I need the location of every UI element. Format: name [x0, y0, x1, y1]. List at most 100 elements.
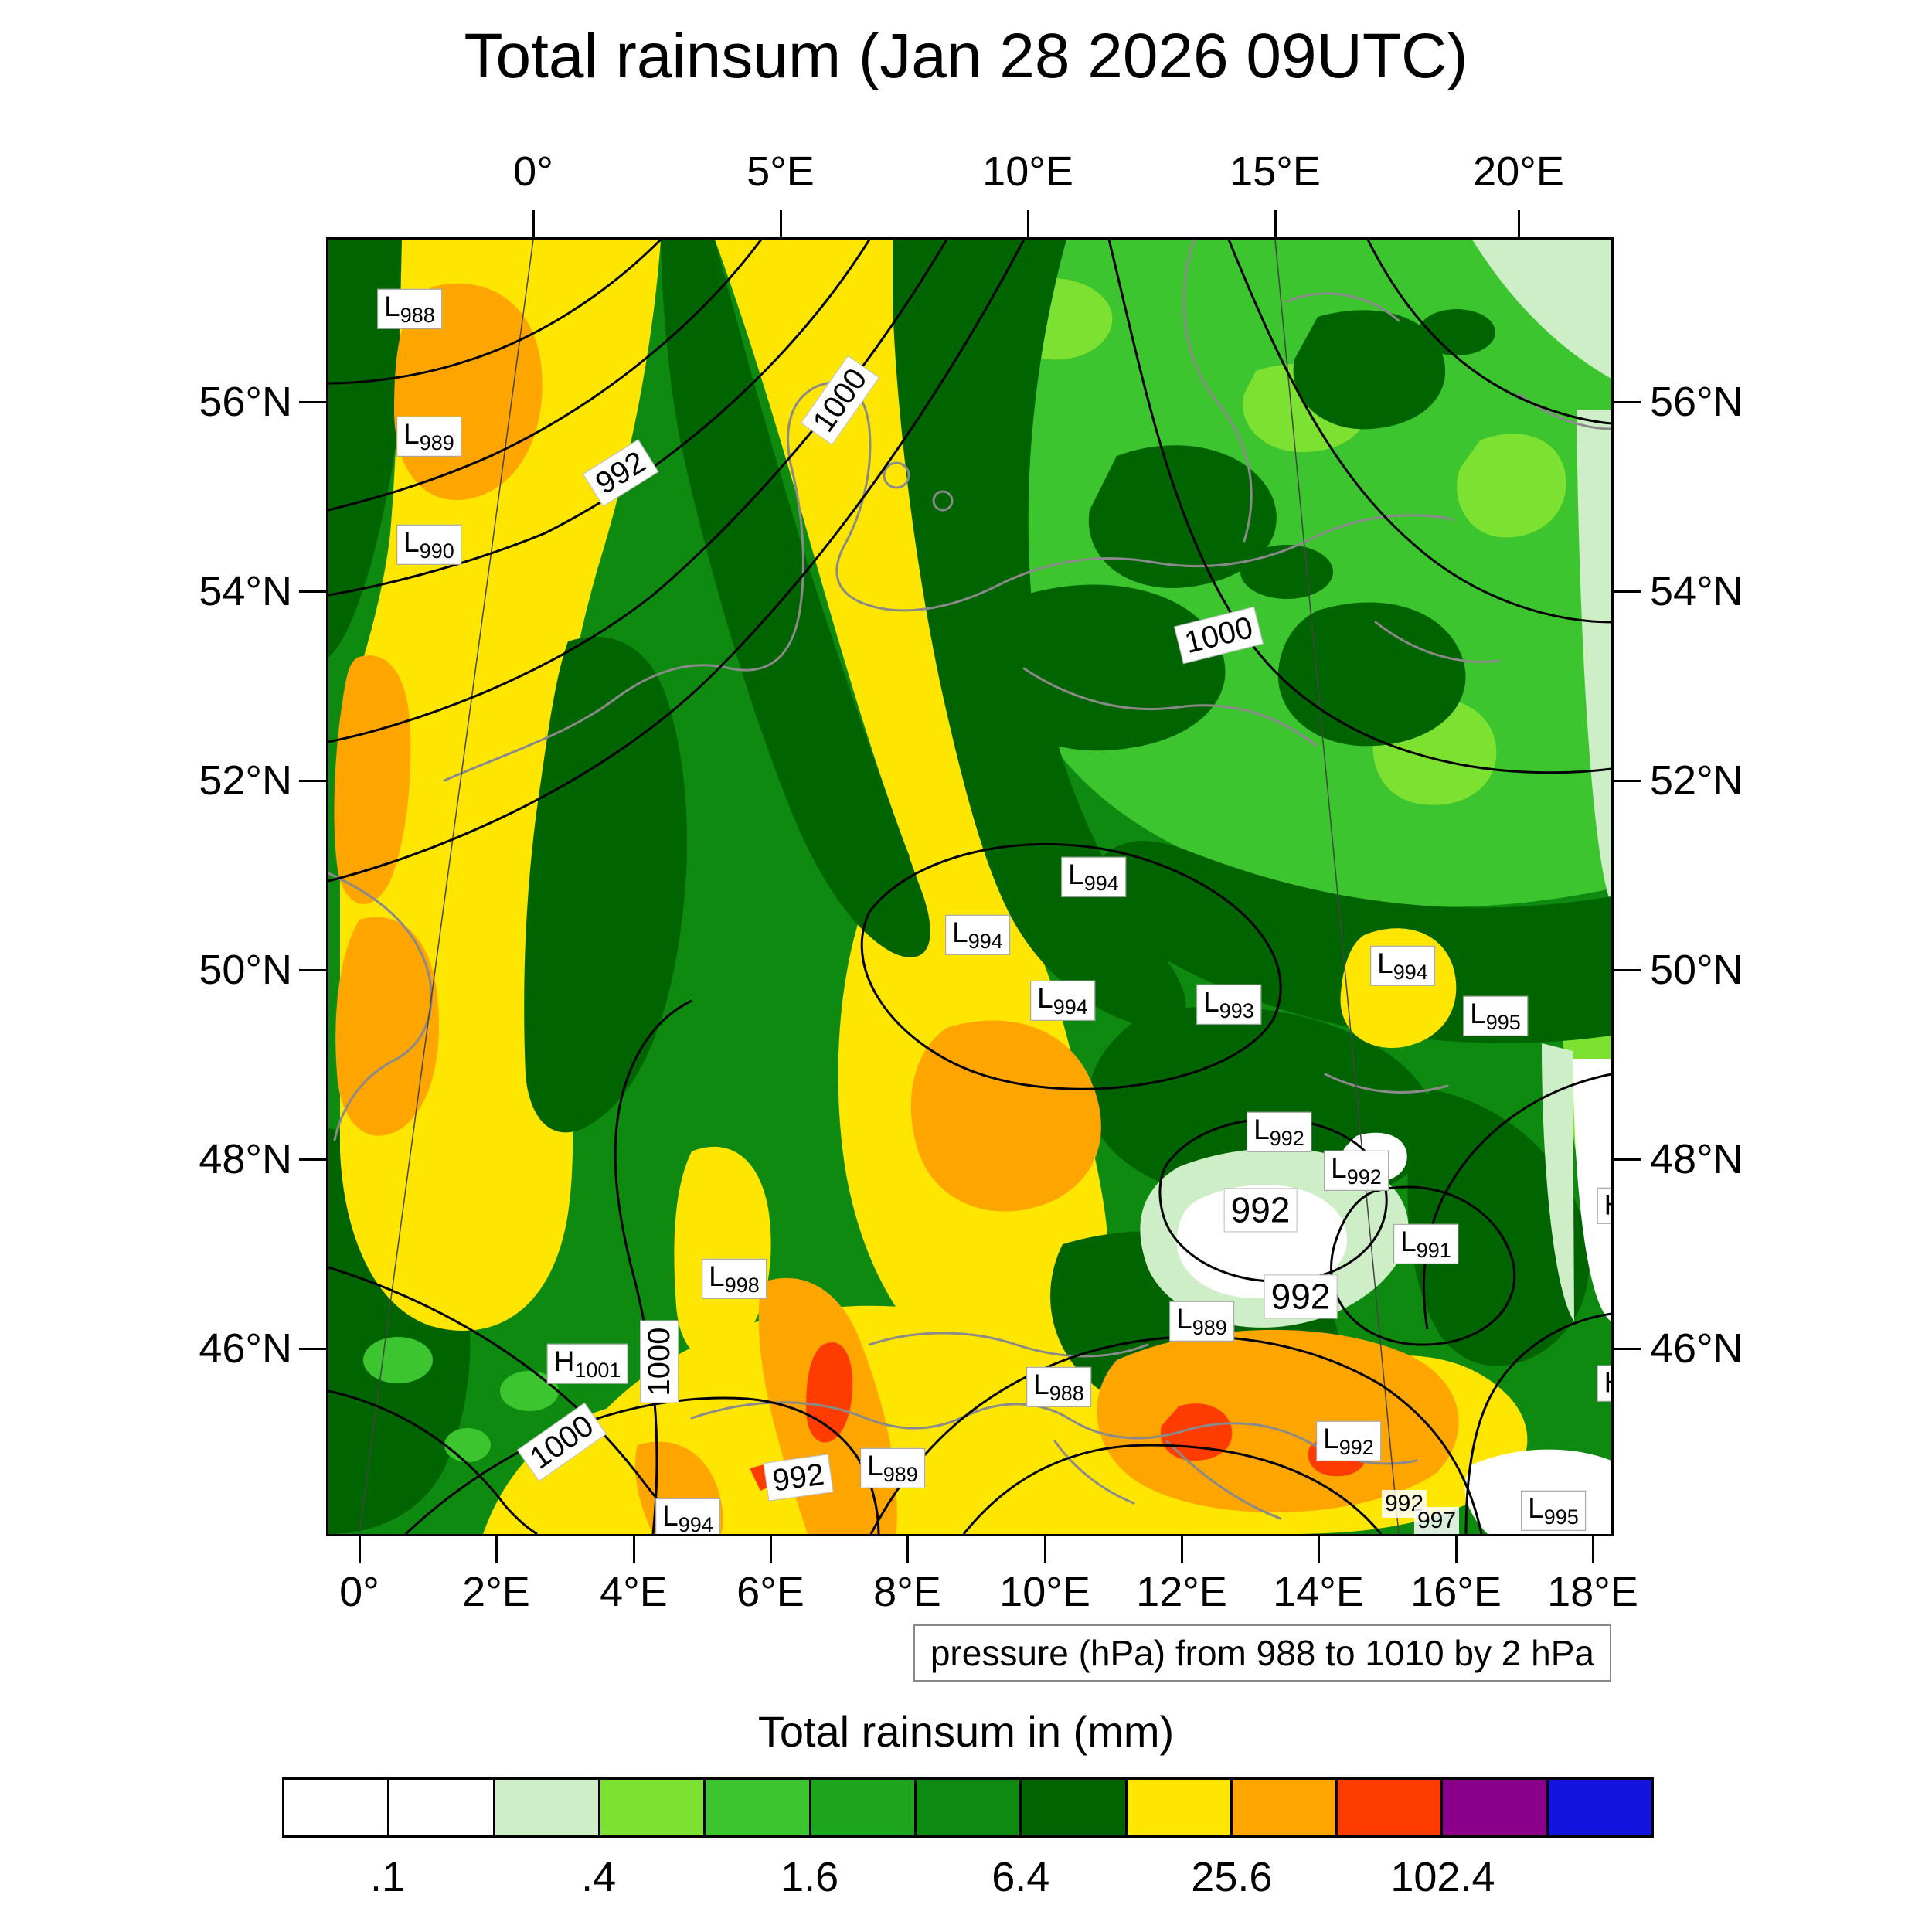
axis-tick-right [1614, 780, 1641, 782]
colorbar-cell [706, 1780, 809, 1835]
pressure-center-label: L990 [396, 524, 461, 566]
colorbar-tick-label: .1 [370, 1854, 406, 1900]
contour-value-label: 992 [1223, 1188, 1298, 1233]
pressure-center-label: L988 [377, 288, 442, 330]
pressure-center-label: L994 [1030, 980, 1095, 1022]
pressure-center-label: H [1597, 1365, 1611, 1402]
colorbar [282, 1777, 1654, 1838]
pressure-center-label: L994 [945, 914, 1010, 956]
colorbar-cell [389, 1780, 493, 1835]
colorbar-cell [600, 1780, 704, 1835]
axis-label-left: 48°N [199, 1136, 292, 1182]
contour-value-label: 997 [1413, 1507, 1460, 1534]
colorbar-cell [284, 1780, 388, 1835]
colorbar-cell [1127, 1780, 1230, 1835]
map-panel: L988 L989 L990 L994 L994 L994 L993 L994 L995 L992… [326, 237, 1614, 1536]
chart-title: Total rainsum (Jan 28 2026 09UTC) [464, 21, 1468, 91]
colorbar-cell [916, 1780, 1020, 1835]
axis-tick-right [1614, 1348, 1641, 1350]
axis-label-bottom: 8°E [873, 1569, 941, 1615]
pressure-center-label: L992 [1247, 1111, 1311, 1153]
colorbar-tick-label: 102.4 [1390, 1854, 1495, 1900]
contour-value-label: 992 [763, 1454, 834, 1502]
axis-label-right: 50°N [1650, 947, 1743, 993]
axis-tick-bottom [495, 1536, 498, 1563]
axis-tick-bottom [1181, 1536, 1183, 1563]
axis-label-bottom: 16°E [1410, 1569, 1502, 1615]
contour-value-label: 1000 [1174, 606, 1264, 665]
pressure-center-label: L995 [1463, 995, 1528, 1037]
axis-label-right: 48°N [1650, 1136, 1743, 1182]
pressure-center-label: L995 [1521, 1490, 1586, 1532]
axis-tick-right [1614, 401, 1641, 403]
pressure-center-label: L989 [396, 416, 461, 457]
axis-label-right: 52°N [1650, 757, 1743, 804]
pressure-center-label: L988 [1026, 1366, 1091, 1408]
axis-label-top: 15°E [1230, 148, 1321, 195]
pressure-center-label: L994 [1370, 945, 1435, 987]
axis-tick-bottom [1044, 1536, 1046, 1563]
axis-label-right: 56°N [1650, 379, 1743, 425]
colorbar-cell [1232, 1780, 1336, 1835]
axis-label-right: 46°N [1650, 1325, 1743, 1372]
colorbar-cell [1022, 1780, 1125, 1835]
pressure-center-label: L993 [1196, 984, 1261, 1026]
axis-label-bottom: 10°E [999, 1569, 1090, 1615]
axis-label-left: 50°N [199, 947, 292, 993]
axis-label-top: 0° [513, 148, 553, 195]
axis-tick-left [299, 401, 326, 403]
pressure-center-label: L994 [1061, 856, 1126, 898]
axis-label-bottom: 4°E [600, 1569, 668, 1615]
axis-label-left: 54°N [199, 568, 292, 614]
axis-tick-bottom [1455, 1536, 1458, 1563]
axis-tick-left [299, 780, 326, 782]
axis-label-bottom: 0° [339, 1569, 379, 1615]
axis-tick-bottom [359, 1536, 361, 1563]
pressure-center-label: L991 [1393, 1223, 1458, 1265]
legend-title: Total rainsum in (mm) [757, 1707, 1175, 1756]
axis-tick-left [299, 1158, 326, 1161]
axis-tick-left [299, 1348, 326, 1350]
axis-tick-right [1614, 590, 1641, 593]
axis-label-bottom: 12°E [1136, 1569, 1227, 1615]
pressure-center-label: L992 [1316, 1420, 1381, 1462]
colorbar-tick-label: 25.6 [1191, 1854, 1273, 1900]
axis-tick-bottom [1318, 1536, 1320, 1563]
axis-label-bottom: 14°E [1273, 1569, 1364, 1615]
axis-tick-bottom [770, 1536, 772, 1563]
axis-tick-left [299, 969, 326, 971]
axis-tick-bottom [1592, 1536, 1594, 1563]
contour-value-label: 1000 [516, 1402, 607, 1482]
axis-label-right: 54°N [1650, 568, 1743, 614]
axis-label-top: 10°E [982, 148, 1073, 195]
pressure-caption: pressure (hPa) from 988 to 1010 by 2 hPa [913, 1624, 1611, 1682]
colorbar-cell [1338, 1780, 1441, 1835]
colorbar-cell [811, 1780, 914, 1835]
axis-label-top: 5°E [747, 148, 815, 195]
axis-label-bottom: 18°E [1547, 1569, 1638, 1615]
contour-value-label: 992 [1264, 1274, 1338, 1319]
axis-label-left: 56°N [199, 379, 292, 425]
colorbar-tick-label: .4 [581, 1854, 617, 1900]
axis-tick-bottom [633, 1536, 635, 1563]
axis-label-top: 20°E [1473, 148, 1564, 195]
axis-tick-bottom [906, 1536, 909, 1563]
pressure-center-label: H1001 [546, 1343, 628, 1385]
contour-value-label: 1000 [640, 1320, 679, 1403]
axis-label-bottom: 6°E [736, 1569, 804, 1615]
axis-tick-top [1274, 210, 1277, 237]
graticule-layer [359, 240, 1400, 1534]
pressure-center-label: L989 [1169, 1301, 1234, 1342]
contour-value-label: 992 [582, 439, 659, 507]
colorbar-cell [1548, 1780, 1652, 1835]
pressure-label-layer: L988 L989 L990 L994 L994 L994 L993 L994 L995 L992… [328, 240, 1611, 1534]
axis-tick-left [299, 590, 326, 593]
pressure-center-label: L992 [1324, 1150, 1389, 1192]
colorbar-tick-label: 6.4 [992, 1854, 1050, 1900]
contour-value-label: 1000 [800, 355, 880, 446]
axis-tick-right [1614, 969, 1641, 971]
pressure-center-label: H [1597, 1187, 1611, 1224]
colorbar-tick-label: 1.6 [781, 1854, 839, 1900]
axis-tick-top [1518, 210, 1520, 237]
